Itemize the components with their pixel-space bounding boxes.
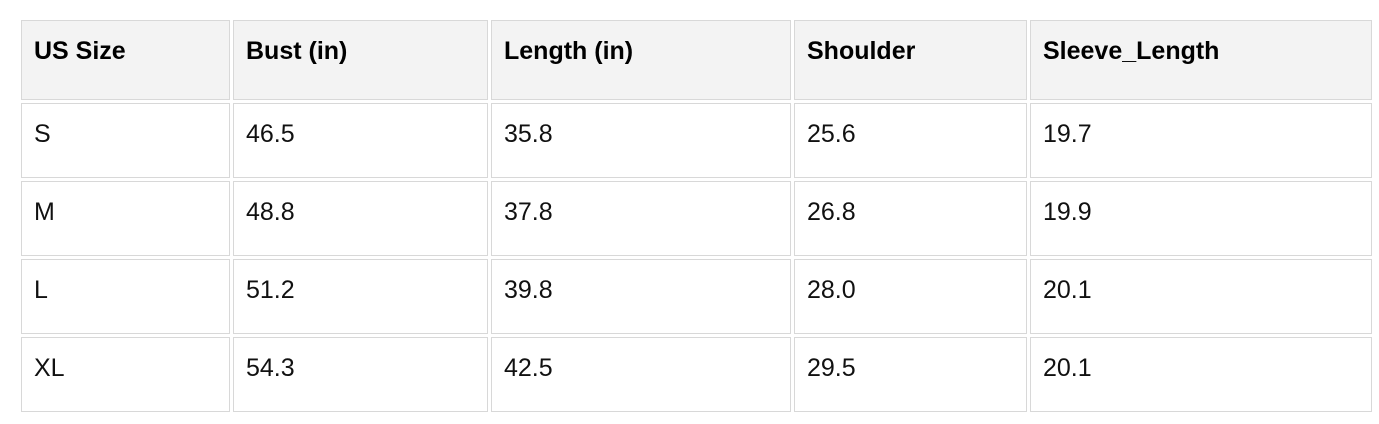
- cell-shoulder: 25.6: [794, 103, 1027, 178]
- table-row-m: M 48.8 37.8 26.8 19.9: [21, 181, 1372, 256]
- cell-sleeve-length: 20.1: [1030, 259, 1372, 334]
- cell-us-size: XL: [21, 337, 230, 412]
- cell-length: 39.8: [491, 259, 791, 334]
- size-chart-table: US Size Bust (in) Length (in) Shoulder S…: [18, 17, 1375, 415]
- header-row: US Size Bust (in) Length (in) Shoulder S…: [21, 20, 1372, 100]
- cell-length: 42.5: [491, 337, 791, 412]
- cell-bust: 51.2: [233, 259, 488, 334]
- cell-bust: 54.3: [233, 337, 488, 412]
- cell-sleeve-length: 19.7: [1030, 103, 1372, 178]
- header-cell-length: Length (in): [491, 20, 791, 100]
- cell-shoulder: 28.0: [794, 259, 1027, 334]
- cell-us-size: L: [21, 259, 230, 334]
- header-cell-bust: Bust (in): [233, 20, 488, 100]
- cell-shoulder: 26.8: [794, 181, 1027, 256]
- table-row-s: S 46.5 35.8 25.6 19.7: [21, 103, 1372, 178]
- cell-sleeve-length: 19.9: [1030, 181, 1372, 256]
- header-cell-sleeve-length: Sleeve_Length: [1030, 20, 1372, 100]
- table-row-xl: XL 54.3 42.5 29.5 20.1: [21, 337, 1372, 412]
- cell-shoulder: 29.5: [794, 337, 1027, 412]
- cell-bust: 46.5: [233, 103, 488, 178]
- header-cell-shoulder: Shoulder: [794, 20, 1027, 100]
- cell-length: 37.8: [491, 181, 791, 256]
- table-row-l: L 51.2 39.8 28.0 20.1: [21, 259, 1372, 334]
- cell-length: 35.8: [491, 103, 791, 178]
- cell-sleeve-length: 20.1: [1030, 337, 1372, 412]
- cell-us-size: M: [21, 181, 230, 256]
- header-cell-us-size: US Size: [21, 20, 230, 100]
- cell-bust: 48.8: [233, 181, 488, 256]
- cell-us-size: S: [21, 103, 230, 178]
